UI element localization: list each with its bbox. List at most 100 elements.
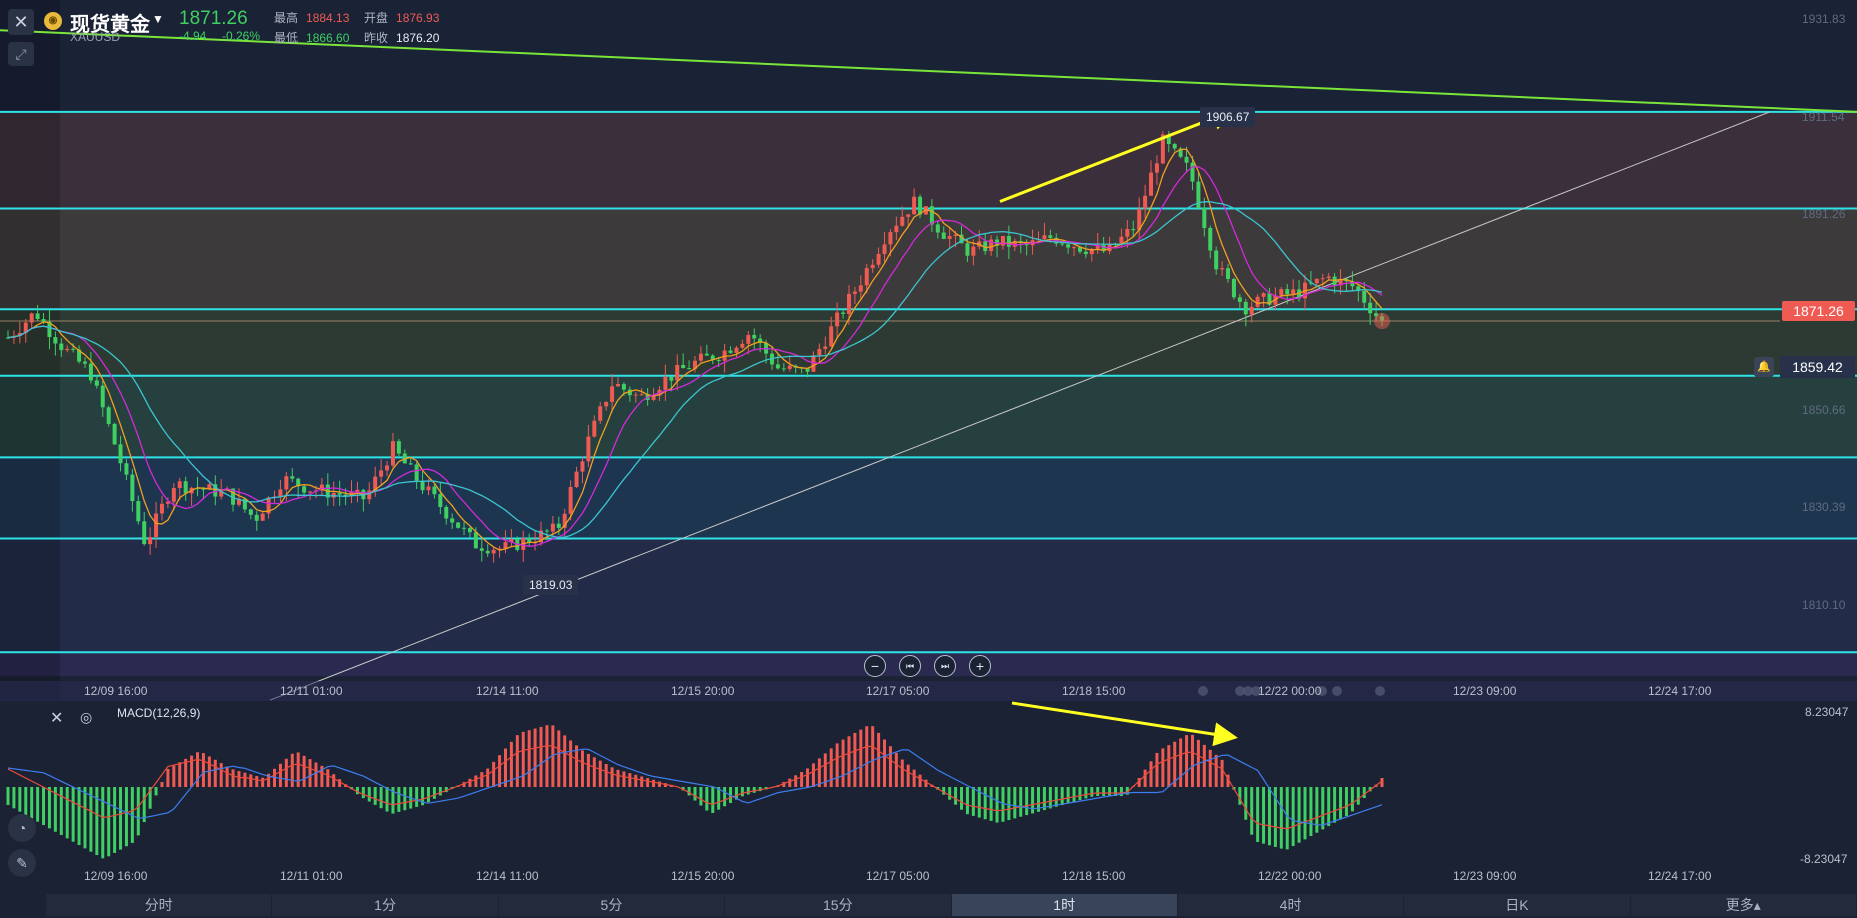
- candle-body: [835, 312, 840, 327]
- zoom-in-button[interactable]: +: [969, 655, 991, 677]
- step-back-button[interactable]: ⏮: [899, 655, 921, 677]
- tab-4hour[interactable]: 4时: [1177, 894, 1405, 916]
- time-axis-label: 12/23 09:00: [1453, 869, 1517, 883]
- macd-settings-icon[interactable]: ◎: [80, 709, 93, 725]
- macd-histogram-bar: [426, 787, 430, 803]
- macd-histogram-bar: [906, 764, 910, 787]
- candle-body: [698, 353, 703, 361]
- macd-histogram-bar: [1279, 787, 1283, 849]
- candle-body: [752, 334, 757, 339]
- macd-histogram-bar: [924, 779, 928, 787]
- macd-histogram-bar: [1102, 787, 1106, 796]
- candle-body: [995, 239, 1000, 246]
- macd-histogram-bar: [580, 750, 584, 787]
- candle-body: [971, 246, 976, 256]
- macd-histogram-bar: [948, 787, 952, 800]
- macd-histogram-bar: [971, 787, 975, 816]
- macd-histogram-bar: [1031, 787, 1035, 814]
- macd-histogram-bar: [1362, 787, 1366, 799]
- candle-body: [746, 334, 751, 344]
- step-forward-button[interactable]: ⏭: [934, 655, 956, 677]
- candle-body: [592, 420, 597, 437]
- candle-body: [1125, 229, 1130, 237]
- candle-body: [918, 196, 923, 215]
- time-axis-label: 12/23 09:00: [1453, 684, 1517, 698]
- tab-15min[interactable]: 15分: [725, 894, 952, 916]
- candle-body: [278, 489, 283, 497]
- candle-body: [59, 343, 64, 351]
- candle-body: [888, 232, 893, 245]
- time-axis-label: 12/11 01:00: [280, 869, 343, 883]
- macd-histogram-bar: [432, 787, 436, 799]
- macd-histogram-bar: [1185, 735, 1189, 787]
- macd-histogram-bar: [1167, 745, 1171, 787]
- macd-histogram-bar: [415, 787, 419, 807]
- macd-histogram-bar: [468, 778, 472, 787]
- macd-histogram-bar: [687, 787, 691, 796]
- macd-line: [7, 745, 1383, 830]
- tab-more[interactable]: 更多▴: [1630, 894, 1857, 916]
- macd-histogram-bar: [302, 755, 306, 787]
- candle-body: [1220, 268, 1225, 270]
- candle-body: [1255, 296, 1260, 307]
- close-button[interactable]: ✕: [8, 9, 34, 35]
- candle-body: [207, 484, 212, 490]
- macd-histogram-bar: [373, 787, 377, 805]
- pencil-icon[interactable]: ✎: [8, 849, 36, 877]
- candle-body: [118, 444, 123, 464]
- alert-price-tag[interactable]: 1859.42: [1780, 356, 1855, 378]
- timeframe-tabs: 分时 1分 5分 15分 1时 4时 日K 更多▴: [46, 894, 1857, 916]
- time-axis-label: 12/11 01:00: [280, 684, 343, 698]
- tab-5min[interactable]: 5分: [498, 894, 726, 916]
- macd-histogram-bar: [403, 787, 407, 811]
- candle-body: [989, 239, 994, 252]
- candle-body: [165, 501, 170, 504]
- candle-body: [373, 476, 378, 491]
- macd-histogram-bar: [1143, 769, 1147, 787]
- open-stat: 开盘 1876.93: [364, 11, 440, 25]
- high-stat: 最高 1884.13: [274, 11, 350, 25]
- macd-histogram-bar: [634, 774, 638, 787]
- candle-body: [260, 513, 265, 521]
- macd-histogram-bar: [521, 731, 525, 787]
- macd-histogram-bar: [1267, 787, 1271, 846]
- candle-body: [550, 523, 555, 532]
- bell-icon[interactable]: 🔔: [1754, 357, 1774, 377]
- candle-body: [1095, 244, 1100, 249]
- macd-histogram-bar: [36, 787, 40, 822]
- chevron-down-icon[interactable]: ▼: [152, 12, 164, 26]
- candle-body: [236, 498, 241, 505]
- indicator-tool-icon[interactable]: ◔: [8, 814, 36, 842]
- macd-histogram-bar: [1019, 787, 1023, 817]
- trend-line-green: [0, 29, 1857, 113]
- low-stat: 最低 1866.60: [274, 31, 350, 45]
- macd-histogram-bar: [1297, 787, 1301, 843]
- macd-histogram-bar: [746, 787, 750, 795]
- macd-histogram-bar: [178, 762, 182, 787]
- macd-histogram-bar: [184, 758, 188, 787]
- macd-histogram-bar: [172, 765, 176, 787]
- macd-close-icon[interactable]: ✕: [50, 710, 64, 727]
- tab-1hour[interactable]: 1时: [951, 894, 1178, 916]
- tab-fenshi[interactable]: 分时: [46, 894, 273, 916]
- candle-body: [177, 481, 182, 489]
- candle-body: [1012, 241, 1017, 247]
- macd-histogram-bar: [877, 732, 881, 787]
- expand-button[interactable]: ⤢: [8, 42, 34, 66]
- candle-body: [1089, 248, 1094, 255]
- candle-body: [616, 384, 621, 387]
- instrument-title[interactable]: 现货黄金: [70, 14, 150, 36]
- time-axis-band: [0, 681, 1857, 701]
- tab-1min[interactable]: 1分: [272, 894, 499, 916]
- macd-histogram-bar: [1250, 787, 1254, 835]
- time-axis-label: 12/22 00:00: [1258, 869, 1322, 883]
- candle-body: [1149, 172, 1154, 196]
- macd-histogram-bar: [1137, 777, 1141, 787]
- macd-histogram-bar: [1208, 749, 1212, 787]
- zoom-out-button[interactable]: −: [864, 655, 886, 677]
- tab-daily[interactable]: 日K: [1404, 894, 1631, 916]
- time-axis-label: 12/09 16:00: [84, 869, 148, 883]
- macd-histogram-bar: [462, 782, 466, 787]
- macd-histogram-bar: [47, 787, 51, 829]
